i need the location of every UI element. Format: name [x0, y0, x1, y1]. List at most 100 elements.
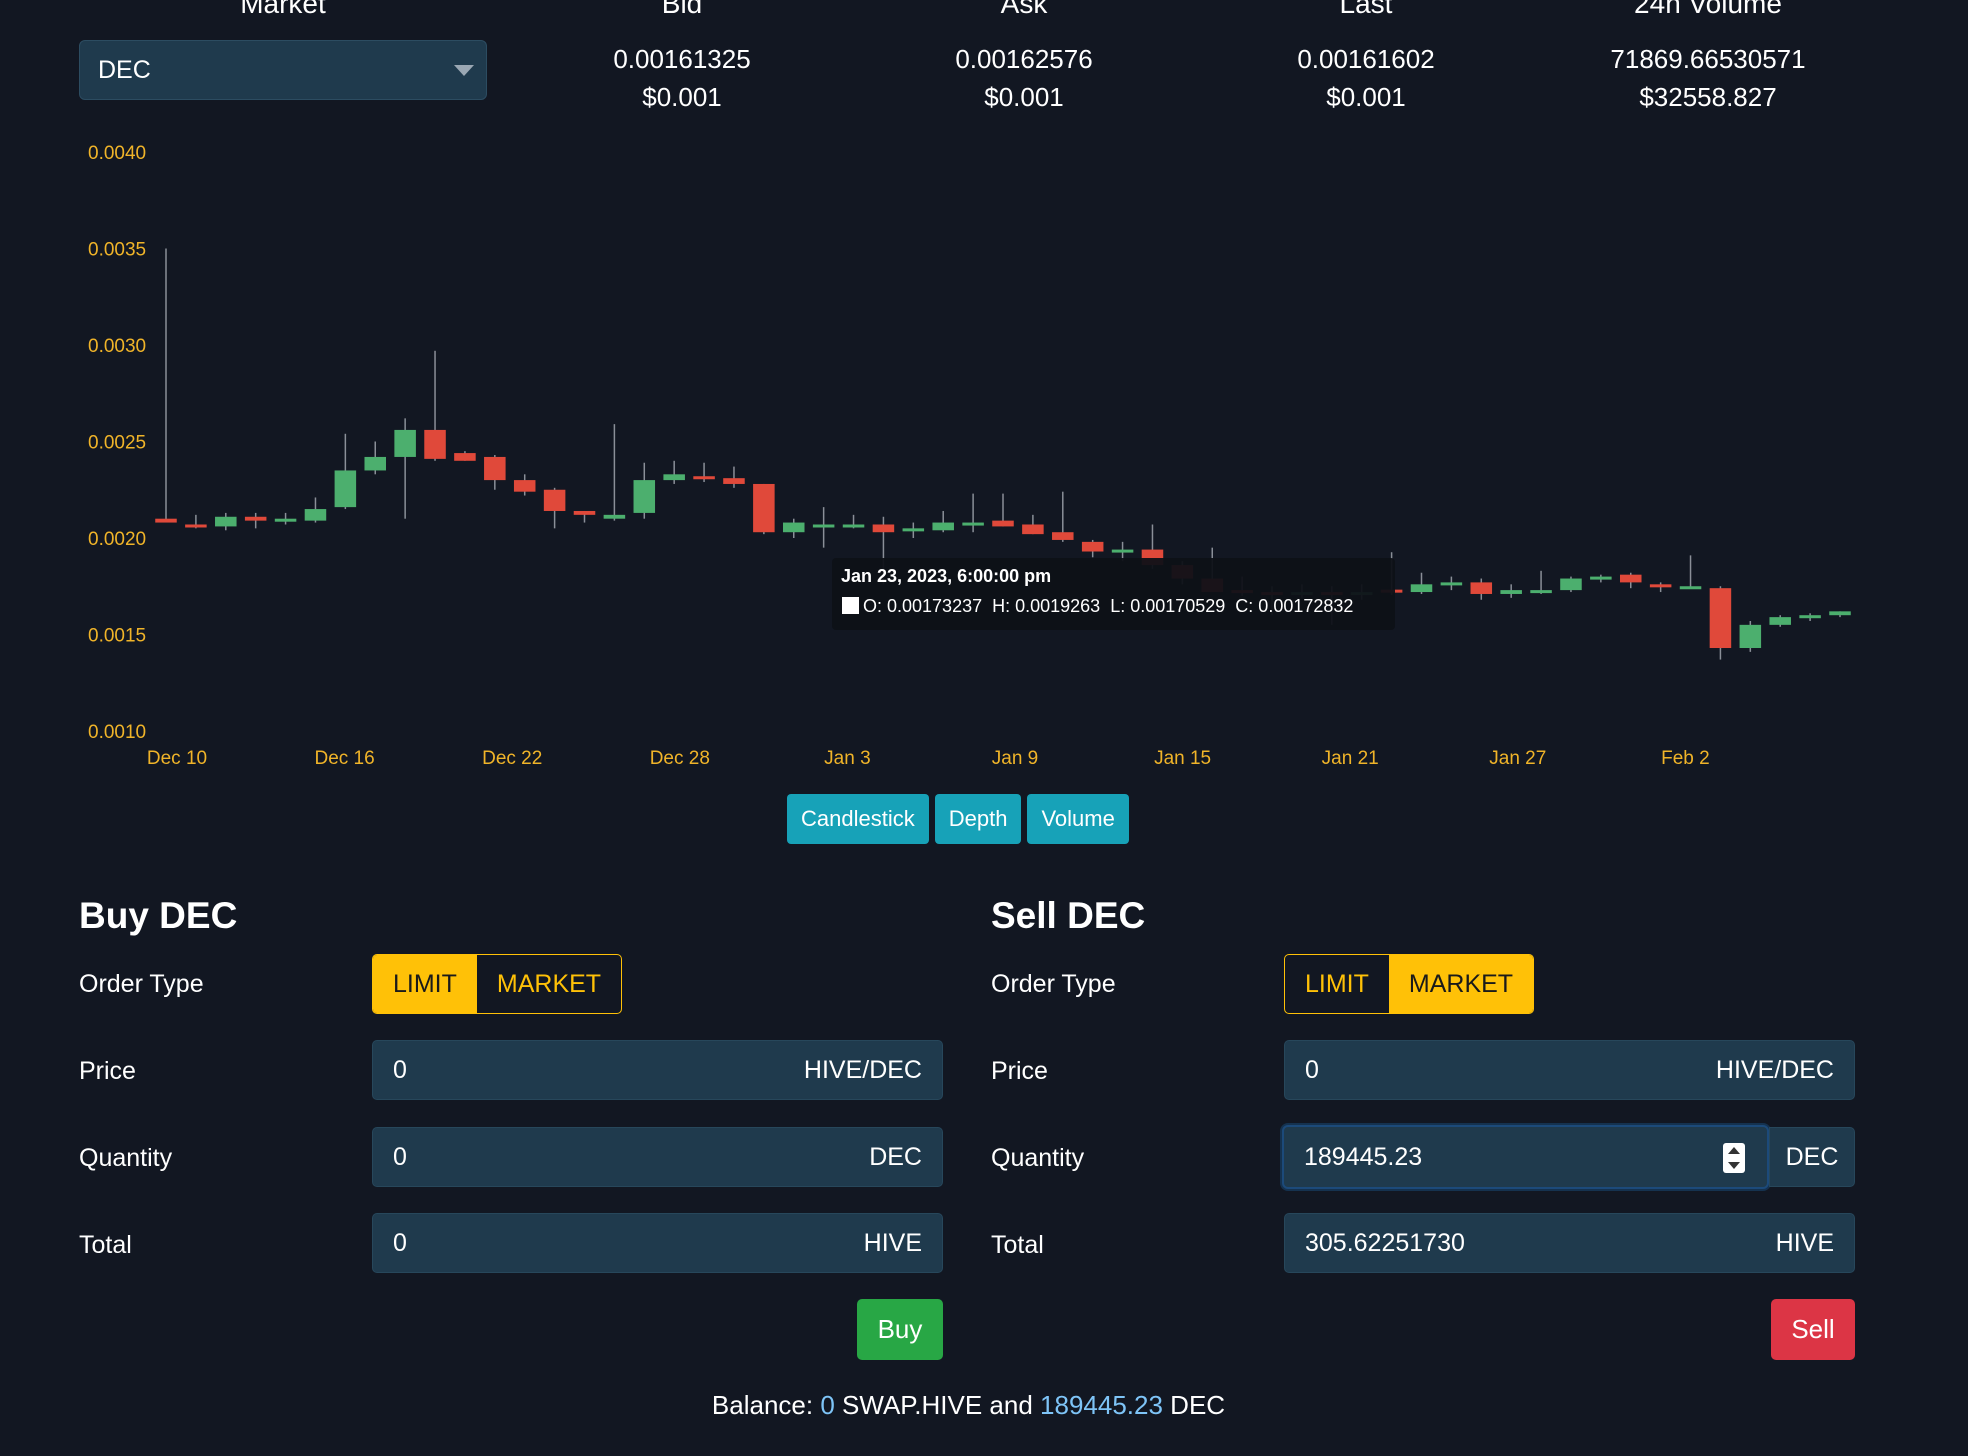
balance-dec-amount[interactable]: 189445.23 — [1040, 1390, 1163, 1420]
candle — [962, 493, 984, 533]
candle — [513, 474, 536, 496]
candlestick-chart[interactable]: 0.0040 0.0035 0.0030 0.0025 0.0020 0.0015 0.00… — [0, 130, 1968, 780]
candle-body-down — [424, 429, 446, 459]
balance-hive-unit: SWAP.HIVE and — [842, 1390, 1033, 1420]
candle-body-down — [573, 510, 596, 515]
buy-button[interactable]: Buy — [857, 1299, 943, 1360]
sell-market-button[interactable]: MARKET — [1388, 955, 1534, 1013]
depth-button[interactable]: Depth — [934, 794, 1022, 844]
candle — [424, 350, 446, 461]
candle — [304, 497, 327, 523]
candle-body-up — [215, 516, 237, 527]
candle — [1769, 615, 1791, 627]
buy-price-unit: HIVE/DEC — [803, 1055, 922, 1084]
candle-body-up — [304, 509, 327, 521]
candle — [484, 455, 506, 490]
sell-order-type-label: Order Type — [991, 970, 1116, 998]
ask-value: 0.00162576 — [955, 44, 1093, 74]
bid-label: Bid — [661, 0, 703, 19]
x-tick-label: Jan 21 — [1322, 748, 1379, 769]
candle — [1799, 613, 1821, 621]
ask-usd: $0.001 — [984, 82, 1064, 112]
candle-body-up — [932, 522, 954, 531]
candle-body-up — [274, 518, 297, 522]
candlestick-button[interactable]: Candlestick — [787, 794, 929, 844]
sell-order-type: LIMIT MARKET — [1284, 954, 1535, 1014]
chart-type-buttons: Candlestick Depth Volume — [787, 794, 1129, 844]
candle-body-down — [753, 483, 775, 533]
buy-total-unit: HIVE — [863, 1228, 922, 1257]
candle — [1590, 574, 1612, 583]
x-tick-label: Feb 2 — [1661, 748, 1710, 769]
candle — [274, 512, 297, 525]
candle — [334, 433, 357, 510]
sell-total-label: Total — [991, 1231, 1044, 1259]
buy-total-input[interactable]: 0 HIVE — [372, 1213, 943, 1273]
candle — [782, 518, 805, 538]
candle-body-up — [1560, 578, 1582, 591]
volume-label: 24h Volume — [1634, 0, 1782, 19]
balance-dec-unit: DEC — [1170, 1390, 1226, 1420]
candle — [1530, 570, 1552, 594]
y-axis: 0.0040 0.0035 0.0030 0.0025 0.0020 0.0015 0.00… — [88, 143, 146, 743]
quantity-stepper[interactable] — [1723, 1143, 1745, 1173]
candle — [1022, 514, 1044, 535]
buy-quantity-input[interactable]: 0 DEC — [372, 1127, 943, 1187]
sell-quantity-input[interactable]: 189445.23 — [1282, 1125, 1769, 1189]
candle — [723, 466, 745, 488]
candle-body-down — [484, 456, 506, 481]
candle-body-down — [513, 480, 536, 492]
candle — [1470, 578, 1493, 600]
candle-body-down — [185, 524, 207, 528]
candle-body-up — [1799, 615, 1821, 619]
market-select[interactable]: DEC — [79, 40, 487, 100]
candle-body-up — [782, 522, 805, 533]
ask-label: Ask — [1000, 0, 1048, 19]
candle — [1829, 611, 1851, 618]
last-label: Last — [1339, 0, 1393, 19]
candle — [155, 248, 177, 523]
candle-body-up — [1530, 590, 1552, 594]
candle-body-down — [723, 478, 745, 484]
candle — [1440, 576, 1463, 591]
balance-hive-amount[interactable]: 0 — [820, 1390, 835, 1420]
sell-total-input[interactable]: 305.62251730 HIVE — [1284, 1213, 1855, 1273]
candle — [1619, 572, 1642, 589]
candle-body-up — [842, 524, 865, 528]
candle — [1052, 491, 1074, 542]
candle-body-up — [962, 522, 984, 526]
tooltip-title: Jan 23, 2023, 6:00:00 pm — [841, 566, 1051, 586]
candle — [364, 441, 387, 475]
buy-price-input[interactable]: 0 HIVE/DEC — [372, 1040, 943, 1100]
market-label: Market — [240, 0, 326, 19]
candle — [1410, 572, 1433, 594]
x-tick-label: Dec 28 — [650, 748, 710, 769]
candle-body-up — [1679, 586, 1702, 590]
x-tick-label: Dec 10 — [147, 748, 207, 769]
candle-body-down — [454, 453, 476, 461]
last-usd: $0.001 — [1326, 82, 1406, 112]
candle-body-down — [1081, 541, 1104, 552]
candle-body-down — [1709, 588, 1732, 649]
candle-body-up — [364, 456, 387, 471]
buy-market-button[interactable]: MARKET — [496, 969, 602, 998]
candle-body-up — [1829, 611, 1851, 616]
candle — [932, 510, 954, 533]
candle-body-up — [902, 528, 925, 532]
candles — [155, 248, 1851, 660]
sell-price-input[interactable]: 0 HIVE/DEC — [1284, 1040, 1855, 1100]
x-axis: Dec 10 Dec 16 Dec 22 Dec 28 Jan 3 Jan 9 Jan 15… — [147, 748, 1710, 769]
y-tick-label: 0.0020 — [88, 529, 146, 550]
candle-body-down — [1022, 524, 1044, 535]
candle-body-down — [1649, 584, 1672, 588]
sell-price-unit: HIVE/DEC — [1715, 1055, 1834, 1084]
candle-body-up — [334, 470, 357, 508]
sell-button[interactable]: Sell — [1771, 1299, 1855, 1360]
volume-value: 71869.66530571 — [1610, 44, 1806, 74]
tooltip-ohlc: O: 0.00173237 H: 0.0019263 L: 0.00170529… — [863, 596, 1353, 616]
candle-body-down — [1470, 582, 1493, 594]
buy-limit-button[interactable]: LIMIT — [373, 955, 477, 1013]
candle — [603, 424, 626, 521]
volume-button[interactable]: Volume — [1027, 794, 1129, 844]
sell-limit-button[interactable]: LIMIT — [1305, 969, 1369, 998]
